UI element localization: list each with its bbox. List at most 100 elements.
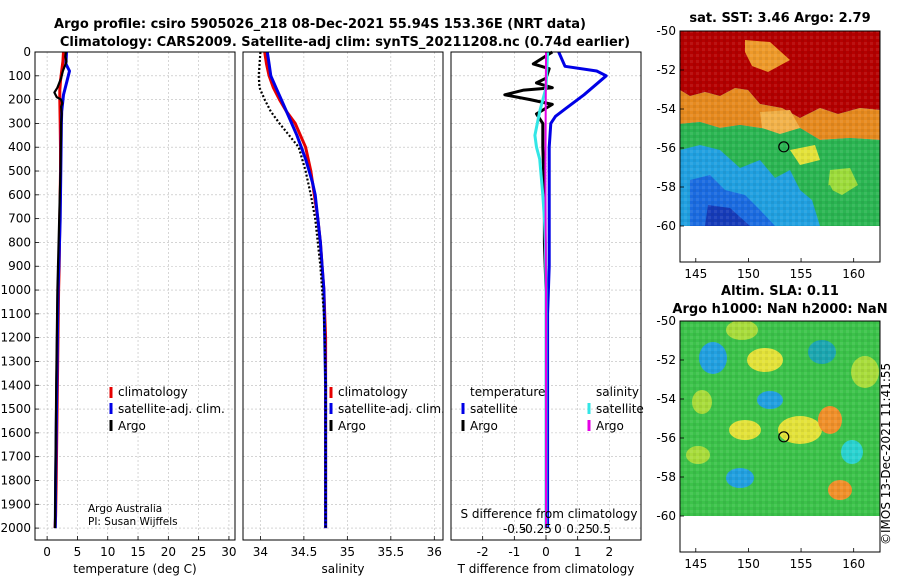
x-tick-label: 0 bbox=[43, 545, 51, 559]
y-tick-label: 0 bbox=[23, 45, 31, 59]
x-tick-label: 30 bbox=[221, 545, 236, 559]
y-tick-label: -52 bbox=[656, 353, 676, 367]
y-tick-label: 1700 bbox=[0, 450, 31, 464]
y-tick-label: 1200 bbox=[0, 331, 31, 345]
x-tick-label: 20 bbox=[161, 545, 176, 559]
legend-satellite-label: satellite-adj. clim. bbox=[338, 402, 445, 416]
imos-watermark: ©IMOS 13-Dec-2021 11:41:55 bbox=[879, 363, 893, 545]
s-tick-label: 0 bbox=[554, 522, 562, 536]
x-axis-label: temperature (deg C) bbox=[73, 562, 196, 576]
s-difference-ticks: -0.5-0.25 0 0.250.5 bbox=[503, 522, 611, 536]
legend-climatology-label: climatology bbox=[118, 385, 188, 399]
y-tick-label: 1100 bbox=[0, 307, 31, 321]
y-tick-label: 1900 bbox=[0, 497, 31, 511]
x-tick-label: 36 bbox=[427, 545, 442, 559]
sst-map-field bbox=[680, 31, 880, 226]
sla-map-title: Altim. SLA: 0.11 bbox=[721, 284, 839, 299]
series-s-argo bbox=[544, 51, 547, 529]
x-tick-label: 5 bbox=[74, 545, 82, 559]
sla-map-title2: Argo h1000: NaN h2000: NaN bbox=[672, 302, 887, 317]
y-tick-label: -58 bbox=[656, 180, 676, 194]
y-tick-label: 300 bbox=[8, 116, 31, 130]
y-tick-label: 600 bbox=[8, 188, 31, 202]
x-tick-label: 160 bbox=[842, 267, 865, 281]
y-tick-label: -50 bbox=[656, 24, 676, 38]
figure-title-line2: Climatology: CARS2009. Satellite-adj cli… bbox=[60, 35, 630, 50]
x-tick-label: -1 bbox=[508, 545, 520, 559]
y-tick-label: 2000 bbox=[0, 521, 31, 535]
x-tick-label: 0 bbox=[542, 545, 550, 559]
series-argo bbox=[53, 51, 68, 529]
legend-t-satellite-label: satellite bbox=[470, 402, 518, 416]
y-tick-label: 1500 bbox=[0, 402, 31, 416]
sst-map: sat. SST: 3.46 Argo: 2.79 -50-52-54-56-5… bbox=[656, 11, 881, 281]
sla-map: Altim. SLA: 0.11 Argo h1000: NaN h2000: … bbox=[656, 284, 887, 571]
s-tick-label: -0.5 bbox=[503, 522, 526, 536]
figure-title-line1: Argo profile: csiro 5905026_218 08-Dec-2… bbox=[54, 17, 586, 32]
plot-frame bbox=[242, 51, 444, 541]
x-tick-label: -2 bbox=[477, 545, 489, 559]
x-tick-label: 155 bbox=[790, 557, 813, 571]
x-tick-label: 145 bbox=[684, 557, 707, 571]
x-tick-label: 10 bbox=[100, 545, 115, 559]
legend-argo-label: Argo bbox=[338, 419, 366, 433]
legend-s-argo-label: Argo bbox=[596, 419, 624, 433]
legend-salinity-title: salinity bbox=[596, 385, 639, 399]
credit-line2: PI: Susan Wijffels bbox=[88, 516, 178, 528]
s-tick-label: -0.25 bbox=[521, 522, 552, 536]
x-tick-label: 155 bbox=[790, 267, 813, 281]
x-tick-label: 34.5 bbox=[291, 545, 318, 559]
y-tick-label: -56 bbox=[656, 431, 676, 445]
temperature-panel: 0 5 10 15 20 25 300100200300400500600700800900… bbox=[0, 45, 236, 576]
difference-panel: -2 -1 0 1 2T difference from climatology bbox=[450, 50, 642, 576]
credit-line1: Argo Australia bbox=[88, 503, 162, 515]
y-tick-label: -54 bbox=[656, 392, 676, 406]
plot-frame bbox=[34, 51, 236, 541]
x-axis-label: salinity bbox=[321, 562, 364, 576]
y-tick-label: 1400 bbox=[0, 378, 31, 392]
y-tick-label: 400 bbox=[8, 140, 31, 154]
series-t-satellite bbox=[546, 51, 608, 529]
sst-map-axes: -50 -52 -54 -56 -58 -60 145 150 155 160 bbox=[656, 24, 865, 281]
x-tick-label: 15 bbox=[130, 545, 145, 559]
x-tick-label: 150 bbox=[737, 267, 760, 281]
sla-map-field bbox=[680, 321, 880, 516]
legend-climatology-label: climatology bbox=[338, 385, 408, 399]
y-tick-label: -60 bbox=[656, 509, 676, 523]
x-tick-label: 35.5 bbox=[377, 545, 404, 559]
s-tick-label: 0.5 bbox=[592, 522, 611, 536]
series-argo bbox=[257, 51, 327, 529]
y-tick-label: 100 bbox=[8, 69, 31, 83]
legend-s-satellite-label: satellite bbox=[596, 402, 644, 416]
y-tick-label: 500 bbox=[8, 164, 31, 178]
x-tick-label: 145 bbox=[684, 267, 707, 281]
y-tick-label: -58 bbox=[656, 470, 676, 484]
y-tick-label: -56 bbox=[656, 141, 676, 155]
difference-legend: temperature satellite Argo salinity sate… bbox=[461, 385, 644, 433]
plot-frame bbox=[450, 51, 642, 541]
temperature-legend: climatology satellite-adj. clim. Argo bbox=[109, 385, 225, 433]
y-tick-label: -52 bbox=[656, 63, 676, 77]
s-difference-axis-label: S difference from climatology bbox=[461, 507, 638, 521]
x-tick-label: 2 bbox=[606, 545, 614, 559]
x-tick-label: 25 bbox=[191, 545, 206, 559]
sla-argo-position-marker bbox=[778, 431, 790, 443]
x-tick-label: 35 bbox=[340, 545, 355, 559]
sst-map-title: sat. SST: 3.46 Argo: 2.79 bbox=[689, 11, 870, 26]
legend-satellite-label: satellite-adj. clim. bbox=[118, 402, 225, 416]
y-tick-label: -54 bbox=[656, 102, 676, 116]
y-tick-label: 800 bbox=[8, 235, 31, 249]
x-tick-label: 150 bbox=[737, 557, 760, 571]
x-axis-label: T difference from climatology bbox=[457, 562, 635, 576]
y-tick-label: -50 bbox=[656, 314, 676, 328]
salinity-panel: 34 34.5 35 35.5 36 salinity bbox=[242, 51, 444, 576]
y-tick-label: -60 bbox=[656, 219, 676, 233]
x-tick-label: 34 bbox=[253, 545, 268, 559]
y-tick-label: 1600 bbox=[0, 426, 31, 440]
legend-t-argo-label: Argo bbox=[470, 419, 498, 433]
legend-temperature-title: temperature bbox=[470, 385, 545, 399]
legend-argo-label: Argo bbox=[118, 419, 146, 433]
sst-argo-position-marker bbox=[778, 141, 790, 153]
x-tick-label: 1 bbox=[574, 545, 582, 559]
x-tick-label: 160 bbox=[842, 557, 865, 571]
